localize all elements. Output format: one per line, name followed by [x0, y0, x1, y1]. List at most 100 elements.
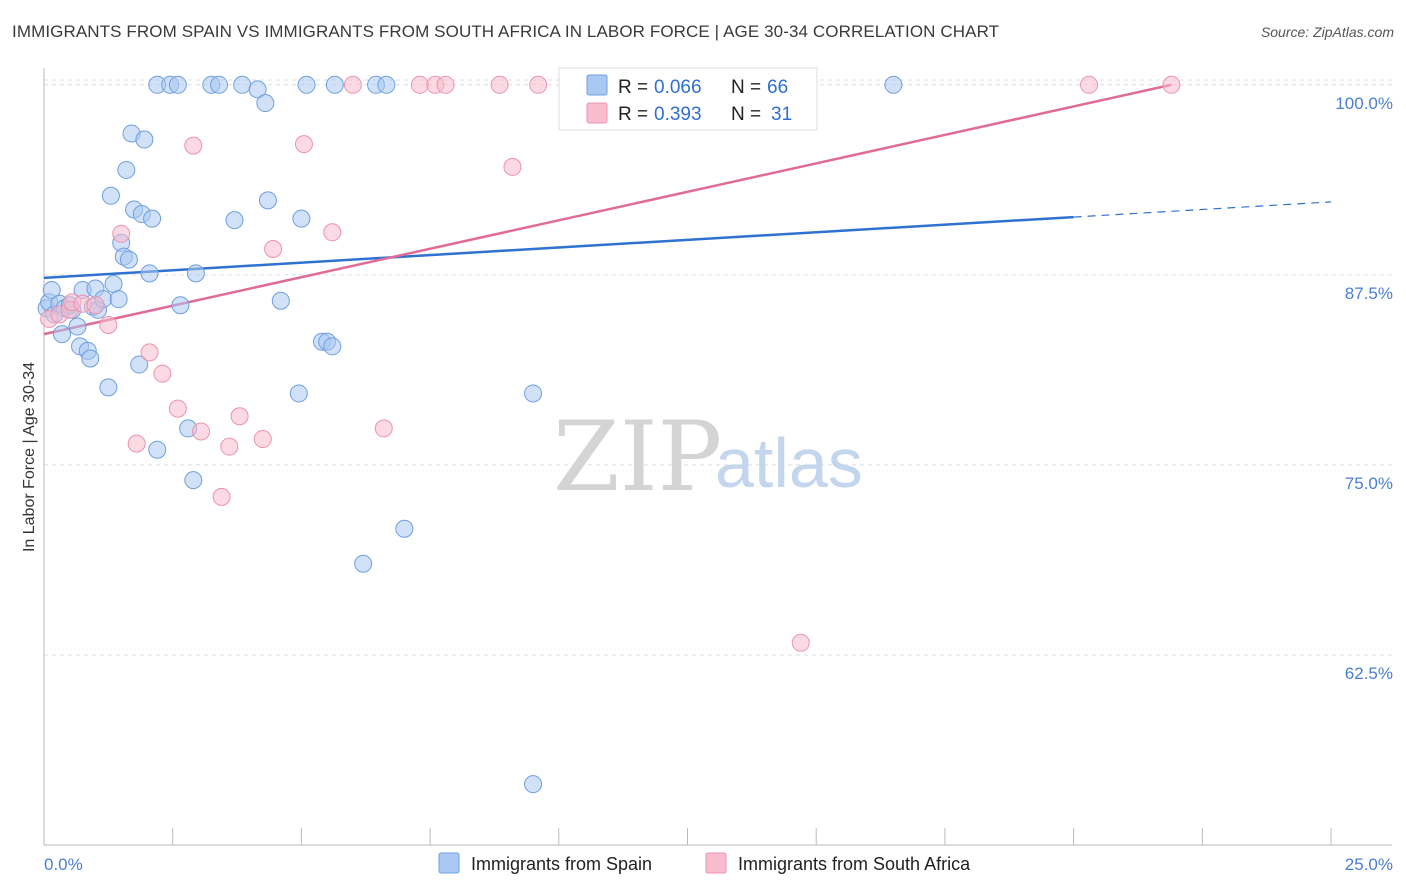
data-point-spain — [104, 274, 123, 293]
data-point-spain — [325, 75, 344, 94]
data-point-sa — [503, 157, 522, 176]
y-axis-label: In Labor Force | Age 30-34 — [21, 362, 38, 552]
data-point-spain — [168, 75, 187, 94]
data-point-spain — [101, 186, 120, 205]
legend-spain-r-label: R = — [618, 77, 648, 98]
data-point-spain — [109, 290, 128, 309]
legend-sa-n-label: N = — [731, 104, 761, 125]
data-point-spain — [140, 264, 159, 283]
data-point-spain — [271, 291, 290, 310]
data-point-spain — [119, 250, 138, 269]
bottom-legend: Immigrants from Spain Immigrants from So… — [438, 852, 971, 874]
data-point-sa — [436, 75, 455, 94]
data-point-sa — [192, 422, 211, 441]
data-point-sa — [343, 75, 362, 94]
data-point-sa — [253, 430, 272, 449]
legend-swatch-spain — [586, 74, 608, 96]
data-point-spain — [81, 349, 100, 368]
data-point-spain — [395, 519, 414, 538]
data-point-spain — [377, 75, 396, 94]
data-point-spain — [323, 337, 342, 356]
bottom-legend-swatch-sa — [705, 852, 727, 874]
data-point-sa — [323, 223, 342, 242]
data-point-sa — [1162, 75, 1181, 94]
trend-line-sa — [43, 83, 1172, 336]
data-point-sa — [410, 75, 429, 94]
data-point-spain — [258, 191, 277, 210]
data-point-sa — [490, 75, 509, 94]
data-point-spain — [233, 75, 252, 94]
data-point-spain — [289, 384, 308, 403]
data-point-spain — [354, 554, 373, 573]
data-point-spain — [143, 209, 162, 228]
chart-title: IMMIGRANTS FROM SPAIN VS IMMIGRANTS FROM… — [12, 22, 1000, 41]
data-point-sa — [1080, 75, 1099, 94]
legend-spain-n-label: N = — [731, 77, 761, 98]
bottom-legend-swatch-spain — [438, 852, 460, 874]
data-point-spain — [171, 296, 190, 315]
data-point-spain — [68, 317, 87, 336]
source-credit: Source: ZipAtlas.com — [1260, 24, 1394, 40]
legend-sa-r-label: R = — [618, 104, 648, 125]
data-point-spain — [292, 209, 311, 228]
trend-line-spain — [43, 215, 1074, 280]
data-point-sa — [220, 437, 239, 456]
x-tick-labels: 0.0% 25.0% — [44, 855, 1393, 874]
data-point-spain — [130, 355, 149, 374]
bottom-legend-label-sa: Immigrants from South Africa — [738, 854, 971, 874]
data-point-spain — [135, 130, 154, 149]
y-tick-label: 87.5% — [1345, 284, 1393, 303]
legend-sa-n-value: 31 — [771, 104, 792, 125]
data-point-sa — [529, 75, 548, 94]
data-point-spain — [225, 211, 244, 230]
data-point-spain — [524, 384, 543, 403]
data-point-sa — [184, 136, 203, 155]
data-point-sa — [86, 296, 105, 315]
data-point-sa — [112, 224, 131, 243]
data-point-sa — [153, 364, 172, 383]
y-tick-label: 100.0% — [1335, 94, 1393, 113]
watermark: ZIP atlas — [553, 401, 863, 513]
y-tick-labels: 62.5% 75.0% 87.5% 100.0% — [1335, 94, 1393, 683]
data-point-sa — [374, 419, 393, 438]
data-point-sa — [791, 633, 810, 652]
y-tick-label: 62.5% — [1345, 664, 1393, 683]
legend-sa-r-value: 0.393 — [654, 104, 702, 125]
y-tick-label: 75.0% — [1345, 474, 1393, 493]
data-point-spain — [884, 75, 903, 94]
watermark-atlas: atlas — [715, 424, 863, 502]
data-point-sa — [212, 487, 231, 506]
x-tick-label-min: 0.0% — [44, 855, 83, 874]
trend-line-spain-extension — [1073, 201, 1332, 218]
top-legend: R = 0.066 N = 66 R = 0.393 N = 31 — [558, 67, 818, 131]
data-point-spain — [297, 75, 316, 94]
data-point-sa — [230, 407, 249, 426]
points-layer — [37, 75, 1181, 794]
data-point-spain — [184, 471, 203, 490]
data-point-spain — [256, 94, 275, 113]
data-point-spain — [42, 281, 61, 300]
grid-layer — [44, 79, 1392, 656]
x-tick-label-max: 25.0% — [1345, 855, 1393, 874]
axes-layer — [43, 68, 1392, 846]
data-point-sa — [168, 399, 187, 418]
data-point-spain — [148, 440, 167, 459]
watermark-zip: ZIP — [553, 401, 722, 513]
data-point-spain — [99, 378, 118, 397]
data-point-sa — [294, 135, 313, 154]
data-point-sa — [99, 316, 118, 335]
data-point-spain — [248, 80, 267, 99]
legend-spain-r-value: 0.066 — [654, 77, 702, 98]
data-point-sa — [264, 240, 283, 259]
bottom-legend-label-spain: Immigrants from Spain — [471, 854, 652, 874]
data-point-spain — [53, 325, 72, 344]
legend-spain-n-value: 66 — [767, 77, 788, 98]
data-point-sa — [140, 343, 159, 362]
data-point-sa — [127, 434, 146, 453]
data-point-spain — [524, 775, 543, 794]
data-point-spain — [186, 264, 205, 283]
data-point-spain — [117, 160, 136, 179]
trend-layer — [43, 83, 1332, 336]
data-point-spain — [210, 75, 229, 94]
